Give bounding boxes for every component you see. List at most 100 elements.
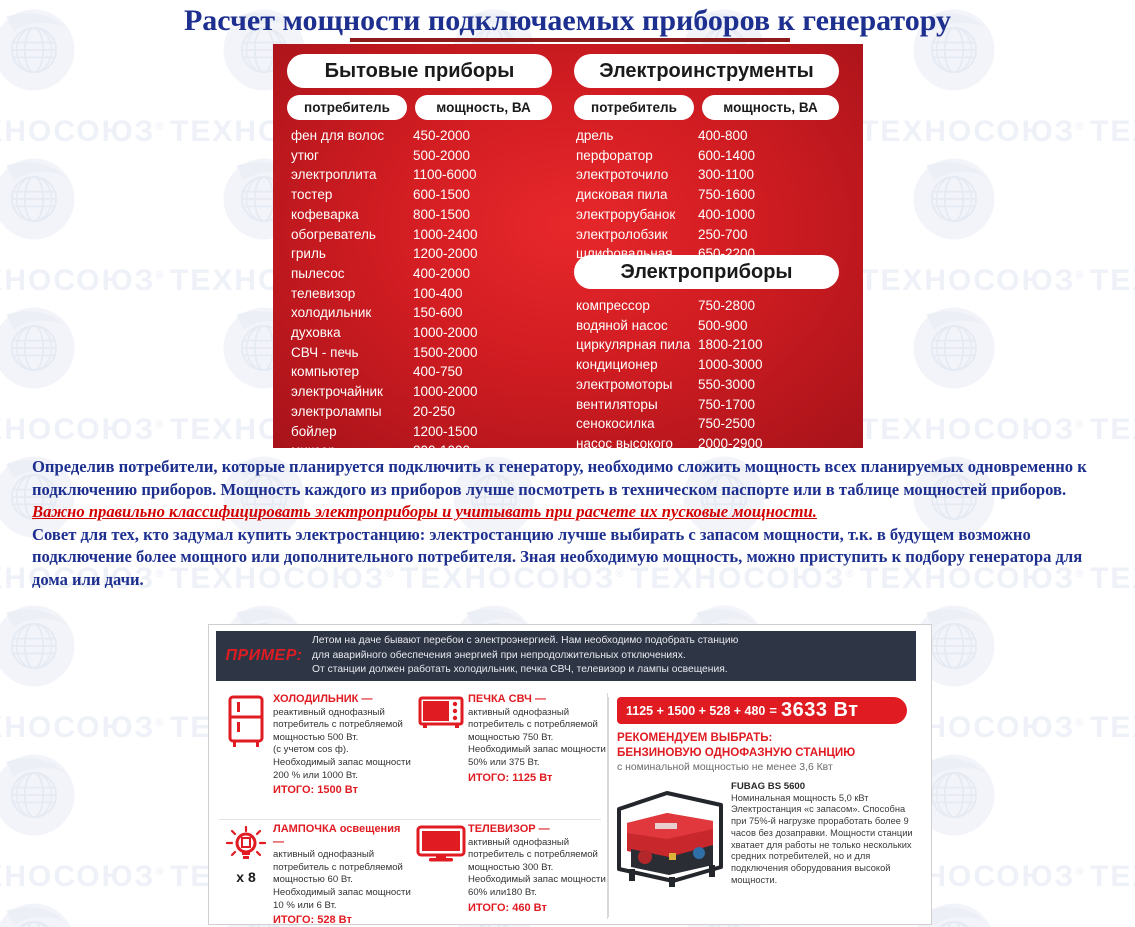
device-line: мощностью 500 Вт. <box>273 731 359 743</box>
lightbulb-icon: х 8 <box>219 823 273 927</box>
table-rows-appliances: компрессор 750-2800 водяной насос 500-900 ци… <box>576 296 857 448</box>
device-line: активный однофазный <box>468 836 570 848</box>
device-title-fridge: ХОЛОДИЛЬНИК — <box>273 693 373 705</box>
watermark-text: ТЕХНОСОЮЗ® <box>860 115 1086 148</box>
row-power: 400-1000 <box>698 206 756 222</box>
row-consumer: перфоратор <box>576 147 653 163</box>
example-header: ПРИМЕР: Летом на даче бывают перебои с э… <box>216 631 916 681</box>
row-power: 1000-2000 <box>413 384 478 400</box>
table-row: компьютер 400-750 <box>291 362 562 382</box>
row-power: 150-600 <box>413 305 463 321</box>
device-total-microwave: ИТОГО: 1125 Вт <box>468 771 553 784</box>
row-power: 2000-2900 <box>698 435 763 448</box>
device-total-fridge: ИТОГО: 1500 Вт <box>273 784 358 797</box>
table-row: фен для волос 450-2000 <box>291 126 562 146</box>
watermark-globe-icon <box>0 307 75 389</box>
watermark-text: ТЕХНОСОЮЗ® <box>0 264 166 297</box>
device-title-tv: ТЕЛЕВИЗОР — <box>468 823 550 835</box>
summary-total-value: 3633 Вт <box>780 699 859 721</box>
row-power: 450-2000 <box>413 128 471 143</box>
column-header-consumer-household: потребитель <box>287 95 407 120</box>
row-power: 550-3000 <box>698 376 756 392</box>
device-total-tv: ИТОГО: 460 Вт <box>468 901 547 914</box>
row-power: 400-750 <box>413 364 463 380</box>
lightbulb-icon-svg <box>225 825 267 859</box>
row-power: 250-700 <box>698 226 748 242</box>
watermark-globe-icon <box>913 158 995 240</box>
device-line: (с учетом cos ф). <box>273 744 349 756</box>
device-line: мощностью 300 Вт. <box>468 861 554 873</box>
generator-spec-text: Номинальная мощность 5,0 кВт Электростан… <box>731 792 913 885</box>
row-power: 800-1500 <box>413 206 471 222</box>
section-title-household: Бытовые приборы <box>287 54 552 88</box>
example-line-2: для аварийного обеспечения энергией при … <box>312 649 686 661</box>
row-power: 400-2000 <box>413 265 471 281</box>
table-row: компрессор 750-2800 <box>576 296 857 316</box>
device-body-microwave: ПЕЧКА СВЧ — активный однофазный потребите… <box>468 693 606 784</box>
device-lines-tv: активный однофазный потребитель с потребл… <box>468 837 606 900</box>
watermark-text: ТЕХНОСОЮЗ® <box>860 413 1086 446</box>
table-row: циркулярная пила 1800-2100 <box>576 335 857 355</box>
watermark-tile: ТЕХНОСОЮЗ® <box>1090 705 1135 854</box>
watermark-globe-icon <box>0 903 71 927</box>
row-consumer: вентиляторы <box>576 396 658 412</box>
title-underline-rule <box>350 38 790 42</box>
row-consumer: насос высокого <box>576 435 673 448</box>
device-line: мощностью 60 Вт. <box>273 874 353 886</box>
watermark-globe-icon <box>913 307 995 389</box>
lamp-count: х 8 <box>236 869 256 885</box>
row-consumer: циркулярная пила <box>576 337 691 353</box>
watermark-text: ТЕХНОСОЮЗ® <box>0 711 166 744</box>
table-row: бойлер 1200-1500 <box>291 422 562 442</box>
watermark-tile: ТЕХНОСОЮЗ® <box>860 258 1090 407</box>
table-row: СВЧ - печь 1500-2000 <box>291 343 562 363</box>
watermark-tile: ТЕХНОСОЮЗ® <box>0 854 170 927</box>
watermark-text: ТЕХНОСОЮЗ® <box>0 115 166 148</box>
watermark-tile: ТЕХНОСОЮЗ® <box>1090 258 1135 407</box>
row-power: 750-2800 <box>698 298 756 313</box>
device-body-tv: ТЕЛЕВИЗОР — активный однофазный потребите… <box>468 823 606 914</box>
device-line: 60% или180 Вт. <box>468 886 537 898</box>
device-line: 200 % или 1000 Вт. <box>273 769 358 781</box>
table-row: электролампы 20-250 <box>291 402 562 422</box>
summary-equals-sign: = <box>769 703 777 718</box>
row-consumer: сенокосилка <box>576 416 655 432</box>
device-line: Необходимый запас мощности <box>273 756 411 768</box>
table-row: утюг 500-2000 <box>291 146 562 166</box>
device-title-microwave: ПЕЧКА СВЧ — <box>468 693 546 705</box>
device-body-fridge: ХОЛОДИЛЬНИК — реактивный однофазный потре… <box>273 693 411 797</box>
row-power: 1100-6000 <box>413 167 477 183</box>
row-power: 100-400 <box>413 285 463 301</box>
device-line: потребитель с потребляемой <box>273 719 403 731</box>
table-row: дрель 400-800 <box>576 126 857 146</box>
microwave-icon <box>414 693 468 784</box>
row-power: 1000-2000 <box>413 325 478 341</box>
table-row: водяной насос 500-900 <box>576 316 857 336</box>
table-row: гриль 1200-2000 <box>291 244 562 264</box>
refrigerator-icon <box>219 693 273 797</box>
row-power: 1800-2100 <box>698 337 763 353</box>
watermark-globe-icon <box>0 754 75 836</box>
row-consumer: дисковая пила <box>576 187 668 203</box>
panel-divider-horizontal <box>219 819 601 820</box>
device-card-microwave: ПЕЧКА СВЧ — активный однофазный потребите… <box>414 693 609 784</box>
device-body-lamp: ЛАМПОЧКА освещения — активный однофазный… <box>273 823 414 927</box>
panel-divider-vertical <box>607 693 608 919</box>
table-row: сенокосилка 750-2500 <box>576 414 857 434</box>
table-row: электроплита 1100-6000 <box>291 165 562 185</box>
television-icon-svg <box>416 825 466 862</box>
table-row: электрорубанок 400-1000 <box>576 205 857 225</box>
row-power: 1200-2000 <box>413 246 478 262</box>
device-line: 50% или 375 Вт. <box>468 756 540 768</box>
device-total-lamp: ИТОГО: 528 Вт <box>273 914 352 927</box>
row-consumer: дрель <box>576 128 614 143</box>
watermark-text: ТЕХНОСОЮЗ® <box>0 860 166 893</box>
device-line: активный однофазный <box>273 849 375 861</box>
device-line: Необходимый запас мощности <box>273 886 411 898</box>
row-consumer: обогреватель <box>291 226 376 242</box>
watermark-tile: ТЕХНОСОЮЗ® <box>860 109 1090 258</box>
row-power: 300-1100 <box>698 167 755 183</box>
refrigerator-icon-svg <box>228 695 264 747</box>
row-consumer: гриль <box>291 246 326 262</box>
row-consumer: электролобзик <box>576 226 668 242</box>
